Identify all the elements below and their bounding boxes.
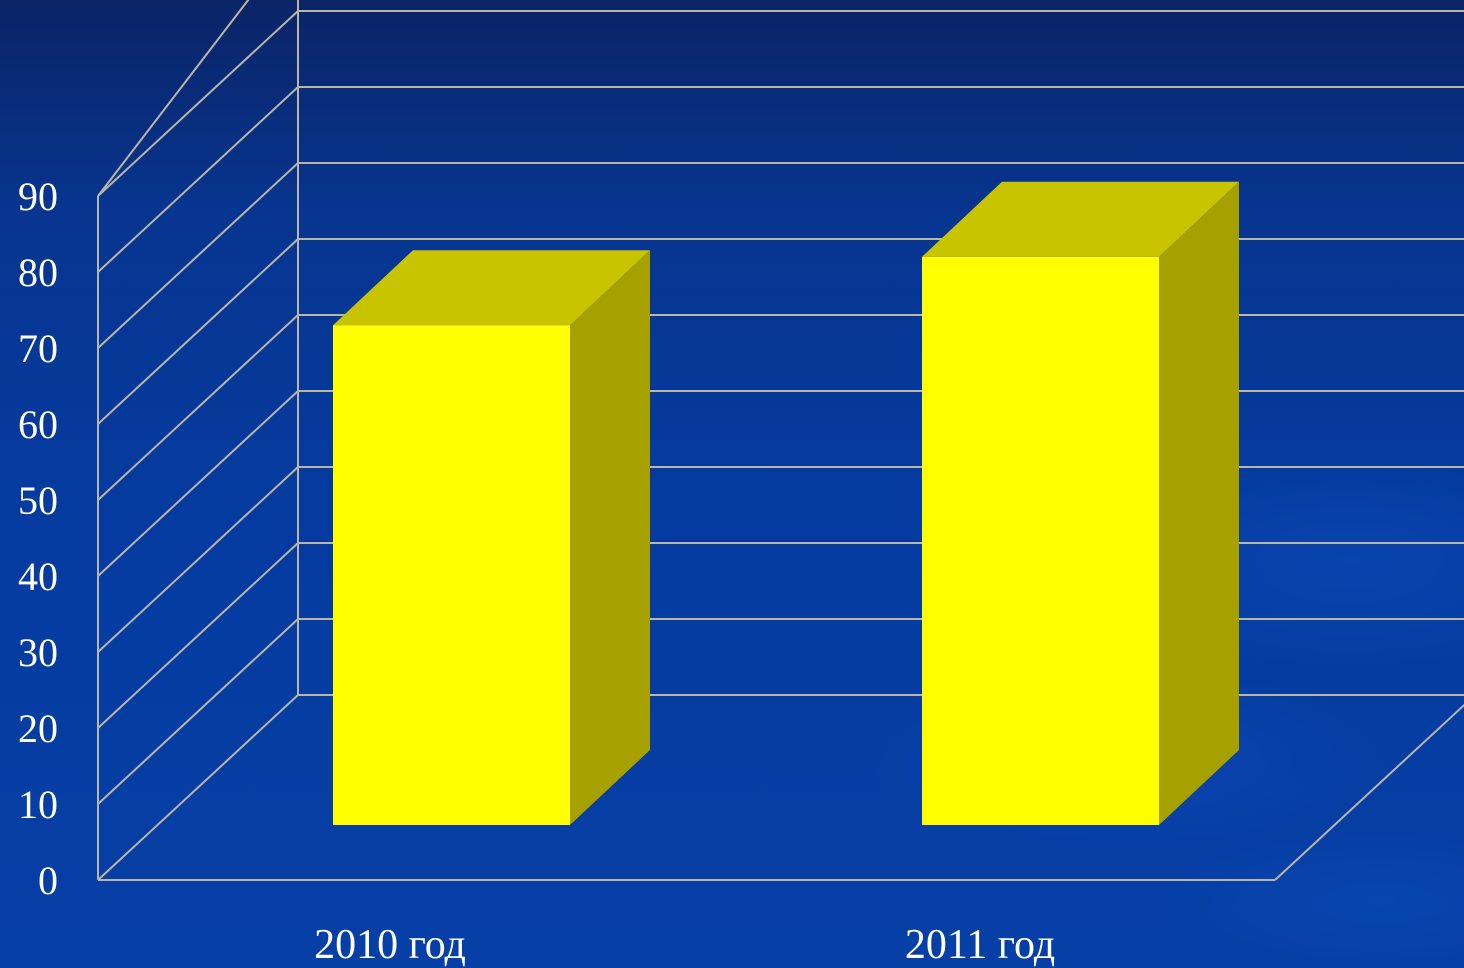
y-tick-label: 80 — [18, 250, 58, 295]
y-tick-label: 60 — [18, 402, 58, 447]
gridline-depth — [97, 694, 299, 881]
x-category-label: 2010 год — [314, 922, 466, 968]
gridline-depth — [97, 542, 299, 729]
bar-front-face — [333, 325, 570, 825]
bar-top-face — [333, 250, 650, 326]
floor-right-edge — [1274, 703, 1464, 881]
wall-top-edge — [97, 0, 250, 197]
y-tick-label: 50 — [18, 478, 58, 523]
x-axis-categories: 2010 год 2011 год — [314, 922, 1055, 968]
bar-2010-год — [333, 250, 650, 825]
gridline-depth — [97, 162, 299, 349]
y-tick-label: 70 — [18, 326, 58, 371]
y-axis-ticks: 0 10 20 30 40 50 60 70 80 90 — [18, 174, 58, 903]
y-tick-label: 20 — [18, 706, 58, 751]
x-category-label: 2011 год — [905, 922, 1055, 968]
gridline-depth — [97, 10, 299, 197]
gridline-depth — [97, 314, 299, 501]
y-tick-label: 30 — [18, 630, 58, 675]
gridline-depth — [97, 238, 299, 425]
bar-front-face — [922, 256, 1159, 825]
gridline-depth — [97, 390, 299, 577]
bar-2011-год — [922, 181, 1239, 826]
y-tick-label: 90 — [18, 174, 58, 219]
gridline-depth — [97, 618, 299, 805]
bar-side-face — [570, 250, 650, 825]
gridline-depth — [97, 86, 299, 273]
bar-top-face — [922, 181, 1239, 257]
gridline-depth — [97, 466, 299, 653]
y-tick-label: 0 — [38, 858, 58, 903]
y-tick-label: 10 — [18, 782, 58, 827]
bars — [333, 181, 1239, 826]
bar-side-face — [1159, 181, 1239, 826]
y-tick-label: 40 — [18, 554, 58, 599]
